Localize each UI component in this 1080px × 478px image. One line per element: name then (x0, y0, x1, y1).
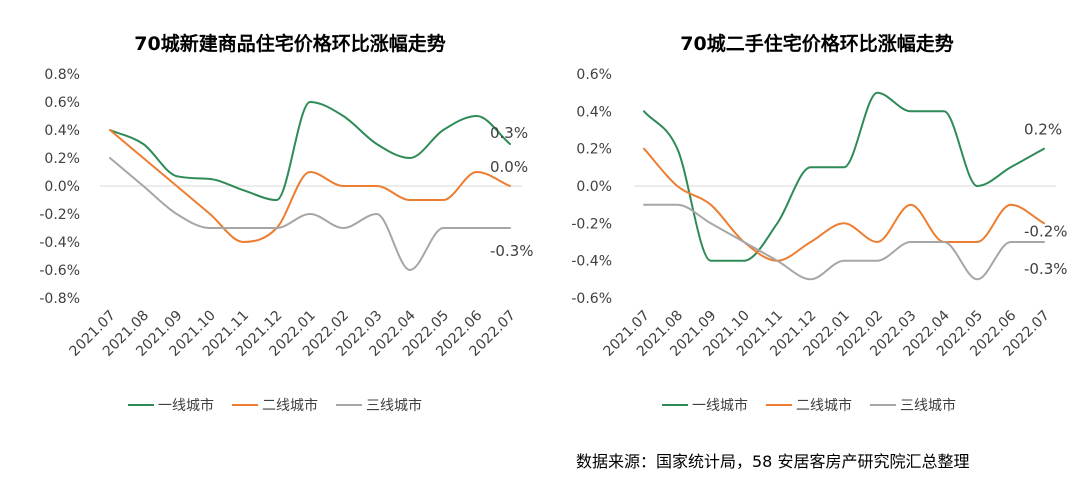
y-tick-label: 0.2% (44, 151, 80, 167)
y-tick-label: 0.0% (44, 179, 80, 195)
series-line-tier1 (109, 101, 511, 201)
series-line-tier2 (109, 129, 511, 243)
y-tick-label: 0.8% (44, 67, 80, 83)
y-tick-label: -0.8% (39, 291, 80, 307)
new-housing-chart: 70城新建商品住宅价格环比涨幅走势 0.8% 0.6% 0.4% 0.2% 0.0% -0.… (0, 0, 540, 440)
y-tick-label: -0.6% (571, 291, 612, 307)
y-tick-label: -0.2% (39, 207, 80, 223)
y-tick-label: 0.4% (44, 123, 80, 139)
end-data-label: -0.3% (1024, 260, 1068, 278)
end-data-label: -0.2% (1024, 222, 1068, 240)
legend-label: 三线城市 (900, 397, 956, 414)
y-tick-label: 0.4% (576, 104, 612, 120)
end-data-label: -0.3% (490, 242, 534, 260)
series-line-tier3 (109, 157, 511, 271)
y-tick-label: -0.4% (39, 235, 80, 251)
series-line-tier2 (643, 147, 1045, 262)
end-data-label: 0.3% (490, 124, 528, 142)
chart-svg: 70城新建商品住宅价格环比涨幅走势 0.8% 0.6% 0.4% 0.2% 0.0% -0.… (39, 32, 534, 414)
source-note: 数据来源：国家统计局，58 安居客房产研究院汇总整理 (576, 452, 970, 471)
y-tick-label: 0.6% (576, 67, 612, 83)
y-tick-label: -0.4% (571, 254, 612, 270)
series-line-tier1 (643, 91, 1045, 262)
chart-svg: 70城二手住宅价格环比涨幅走势 0.6% 0.4% 0.2% 0.0% -0.2% -0.4… (571, 32, 1068, 414)
y-tick-label: -0.6% (39, 263, 80, 279)
y-tick-label: 0.2% (576, 142, 612, 158)
end-data-label: 0.2% (1024, 121, 1062, 139)
legend-label: 一线城市 (158, 397, 214, 414)
y-tick-label: -0.2% (571, 216, 612, 232)
series-line-tier3 (643, 203, 1045, 281)
chart-title: 70城二手住宅价格环比涨幅走势 (680, 32, 953, 55)
legend-label: 一线城市 (692, 397, 748, 414)
y-tick-label: 0.6% (44, 95, 80, 111)
end-data-label: 0.0% (490, 158, 528, 176)
legend-label: 二线城市 (262, 397, 318, 414)
y-tick-label: 0.0% (576, 179, 612, 195)
chart-title: 70城新建商品住宅价格环比涨幅走势 (134, 32, 445, 55)
second-hand-housing-chart: 70城二手住宅价格环比涨幅走势 0.6% 0.4% 0.2% 0.0% -0.2% -0.4… (540, 0, 1080, 440)
legend-label: 二线城市 (796, 397, 852, 414)
legend-label: 三线城市 (366, 397, 422, 414)
